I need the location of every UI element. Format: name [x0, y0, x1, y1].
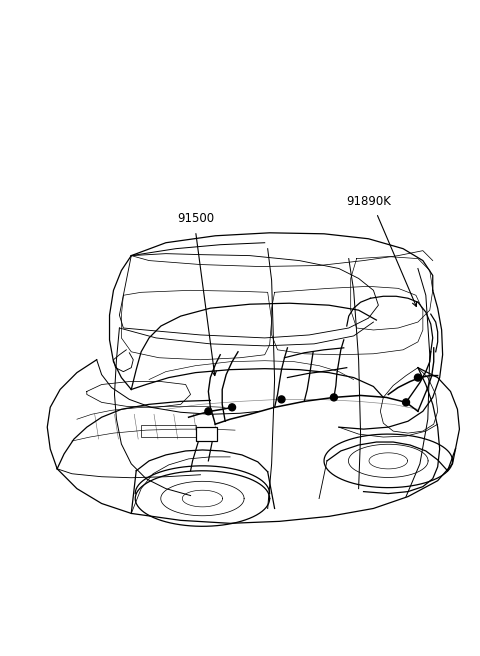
Circle shape	[414, 374, 421, 381]
Text: 91500: 91500	[177, 213, 214, 226]
Text: 91890K: 91890K	[346, 195, 391, 207]
Circle shape	[278, 396, 285, 403]
Circle shape	[403, 399, 409, 406]
Circle shape	[205, 408, 212, 415]
FancyBboxPatch shape	[195, 427, 217, 441]
Circle shape	[228, 404, 236, 411]
Circle shape	[330, 394, 337, 401]
